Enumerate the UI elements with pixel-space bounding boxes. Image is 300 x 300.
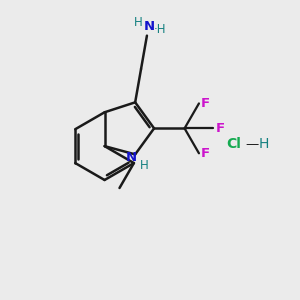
Text: F: F (201, 97, 210, 110)
Text: H: H (140, 159, 149, 172)
Text: N: N (144, 20, 155, 33)
Text: —: — (245, 138, 258, 151)
Text: F: F (215, 122, 224, 135)
Text: F: F (201, 147, 210, 160)
Text: H: H (258, 137, 268, 151)
Text: H: H (134, 16, 143, 29)
Text: ·H: ·H (154, 23, 167, 36)
Text: N: N (126, 151, 137, 164)
Text: Cl: Cl (226, 137, 242, 151)
